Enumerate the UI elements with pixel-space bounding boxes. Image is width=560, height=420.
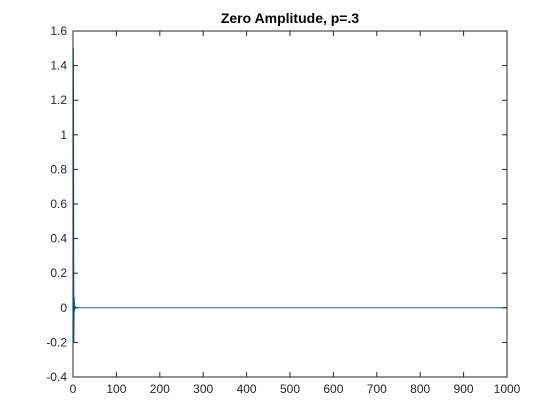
x-tick-label: 600 [323, 382, 343, 396]
y-tick-label: 1 [60, 128, 67, 142]
x-tick-label: 0 [70, 382, 77, 396]
y-tick-label: 1.4 [50, 59, 67, 73]
x-tick-label: 800 [410, 382, 430, 396]
y-tick-label: 0.8 [50, 162, 67, 176]
x-tick-label: 300 [193, 382, 213, 396]
x-tick-label: 100 [106, 382, 126, 396]
x-tick-label: 900 [454, 382, 474, 396]
x-tick-label: 200 [150, 382, 170, 396]
y-tick-label: -0.4 [46, 370, 67, 384]
axes-layer: 0 100 200 300 400 500 600 700 800 900 1000 -0.4 -0.2… [46, 24, 520, 396]
x-tick-label: 1000 [494, 382, 521, 396]
y-tick-label: 1.2 [50, 93, 67, 107]
y-tick-label: 0.6 [50, 197, 67, 211]
chart-title: Zero Amplitude, p=.3 [221, 10, 360, 26]
plot-area [73, 31, 507, 377]
y-tick-label: -0.2 [46, 335, 67, 349]
x-tick-label: 500 [280, 382, 300, 396]
y-tick-label: 0 [60, 301, 67, 315]
x-tick-label: 700 [367, 382, 387, 396]
y-tick-label: 1.6 [50, 24, 67, 38]
y-tick-label: 0.2 [50, 266, 67, 280]
x-tick-label: 400 [237, 382, 257, 396]
y-tick-label: 0.4 [50, 232, 67, 246]
